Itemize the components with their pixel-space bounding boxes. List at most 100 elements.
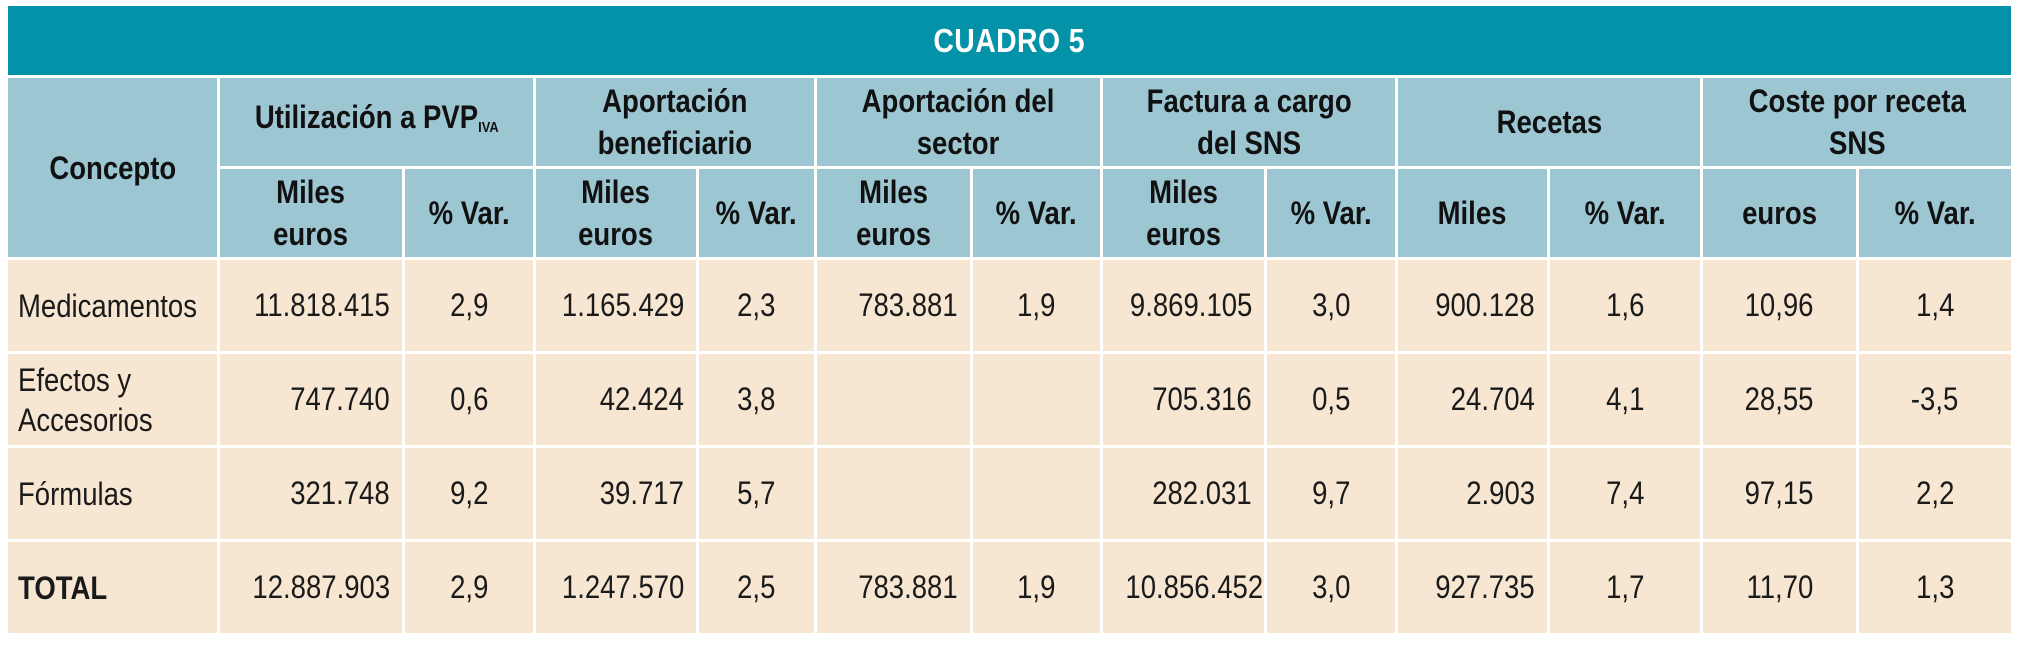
cell-value: 900.128	[1435, 287, 1535, 323]
cell-value: 1,9	[1017, 569, 1056, 605]
cell-value: 1.247.570	[561, 569, 684, 605]
cell-value: 2,9	[449, 569, 489, 605]
cell-value: -3,5	[1911, 381, 1959, 417]
header-aportacion-sector: Aportación del sector	[814, 75, 1103, 169]
cell-value: 1,9	[1017, 287, 1056, 323]
header-coste-receta-line2: SNS	[1828, 125, 1886, 161]
table-row: TOTAL 12.887.903 2,9 1.247.570 2,5 783.881 1,9…	[5, 539, 2014, 636]
cell-recetas-var: 7,4	[1547, 445, 1703, 542]
cell-concepto: Medicamentos	[5, 257, 220, 354]
cell-coste-var: 1,4	[1856, 257, 2014, 354]
cell-pvp-var: 2,9	[402, 257, 536, 354]
cell-coste: 28,55	[1700, 351, 1859, 448]
cell-recetas: 927.735	[1395, 539, 1550, 636]
cell-value: 10.856.452	[1125, 569, 1264, 605]
cell-coste: 11,70	[1700, 539, 1859, 636]
cell-value: 1,7	[1605, 569, 1645, 605]
concept-line1: Efectos y	[18, 361, 132, 398]
cell-coste: 10,96	[1700, 257, 1859, 354]
cell-sns: 705.316	[1100, 351, 1267, 448]
cell-coste-var: 2,2	[1856, 445, 2014, 542]
cell-value: 9.869.105	[1129, 287, 1252, 323]
cell-value: 97,15	[1745, 475, 1814, 511]
subheader-coste-euros: euros	[1700, 166, 1859, 260]
cell-value: 12.887.903	[252, 569, 390, 605]
subheader-pvp-var: % Var.	[402, 166, 536, 260]
subheader-miles-line: Miles	[276, 174, 346, 210]
cell-pvp: 11.818.415	[217, 257, 405, 354]
subheader-recetas-miles: Miles	[1395, 166, 1550, 260]
header-aportacion-sector-line2: sector	[917, 125, 1000, 161]
table-row: Medicamentos 11.818.415 2,9 1.165.429 2,3 783…	[5, 257, 2014, 354]
cell-value: 5,7	[737, 475, 776, 511]
cell-value: 783.881	[858, 569, 958, 605]
header-factura-sns-line1: Factura a cargo	[1146, 83, 1352, 119]
cell-sns: 282.031	[1100, 445, 1267, 542]
cell-value: 11,70	[1746, 569, 1813, 605]
cell-value: 2,9	[449, 287, 489, 323]
cell-recetas-var: 1,7	[1547, 539, 1703, 636]
cell-value: 9,2	[449, 475, 489, 511]
header-iva-subscript: IVA	[477, 118, 499, 136]
concept-line1: Medicamentos	[18, 287, 197, 324]
subheader-coste-var: % Var.	[1856, 166, 2014, 260]
header-recetas: Recetas	[1395, 75, 1703, 169]
cell-value: 24.704	[1450, 381, 1535, 417]
cell-value: 11.818.415	[254, 287, 390, 323]
cell-benef: 1.165.429	[533, 257, 699, 354]
header-aportacion-beneficiario-line2: beneficiario	[597, 125, 753, 161]
cell-recetas: 900.128	[1395, 257, 1550, 354]
header-aportacion-sector-line1: Aportación del	[862, 83, 1055, 119]
cell-value: 39.717	[599, 475, 684, 511]
cell-recetas-var: 4,1	[1547, 351, 1703, 448]
header-recetas-label: Recetas	[1496, 104, 1602, 140]
header-coste-receta-line1: Coste por receta	[1748, 83, 1966, 119]
subheader-miles-line: Miles	[581, 174, 651, 210]
subheader-sector-miles-euros: Miles euros	[814, 166, 973, 260]
table-title-text: CUADRO 5	[933, 21, 1086, 59]
cell-benef-var: 3,8	[696, 351, 817, 448]
cell-sector-var: 1,9	[970, 539, 1103, 636]
concept-line1: TOTAL	[18, 569, 108, 606]
cell-value: 2,5	[737, 569, 776, 605]
cell-value: 1,6	[1605, 287, 1645, 323]
cell-value: 321.748	[290, 475, 390, 511]
cell-benef: 39.717	[533, 445, 699, 542]
subheader-var-label: % Var.	[995, 195, 1078, 231]
cell-value: 3,8	[737, 381, 776, 417]
cell-benef-var: 2,3	[696, 257, 817, 354]
cell-value: 9,7	[1311, 475, 1351, 511]
cell-sns: 9.869.105	[1100, 257, 1267, 354]
cell-value: 0,5	[1311, 381, 1351, 417]
cell-coste: 97,15	[1700, 445, 1859, 542]
cell-benef-var: 5,7	[696, 445, 817, 542]
cell-concepto: Efectos y Accesorios	[5, 351, 220, 448]
subheader-var-label: % Var.	[1894, 195, 1976, 231]
cell-sector	[814, 445, 973, 542]
cell-recetas: 2.903	[1395, 445, 1550, 542]
table-body: Medicamentos 11.818.415 2,9 1.165.429 2,3 783…	[5, 257, 2014, 636]
header-aportacion-beneficiario: Aportación beneficiario	[533, 75, 817, 169]
subheader-recetas-var: % Var.	[1547, 166, 1703, 260]
subheader-var-label: % Var.	[715, 195, 798, 231]
concept-line2: Accesorios	[18, 401, 153, 438]
cell-concepto: Fórmulas	[5, 445, 220, 542]
cell-value: 282.031	[1152, 475, 1252, 511]
cell-value: 1,3	[1915, 569, 1955, 605]
subheader-euros-line: euros	[578, 216, 654, 252]
cell-sector-var: 1,9	[970, 257, 1103, 354]
cell-recetas-var: 1,6	[1547, 257, 1703, 354]
cell-benef: 1.247.570	[533, 539, 699, 636]
cell-benef: 42.424	[533, 351, 699, 448]
header-utilizacion-pvp-label: Utilización a PVP	[254, 98, 478, 135]
cell-value: 2,2	[1915, 475, 1955, 511]
cell-benef-var: 2,5	[696, 539, 817, 636]
cell-pvp: 12.887.903	[217, 539, 405, 636]
concept-line1: Fórmulas	[18, 475, 133, 512]
subheader-miles-label: Miles	[1438, 195, 1507, 231]
header-concepto-label: Concepto	[49, 149, 176, 186]
cell-value: 705.316	[1152, 381, 1252, 417]
subheader-miles-line: Miles	[859, 174, 928, 210]
cell-value: 3,0	[1311, 569, 1351, 605]
table-wrapper: CUADRO 5 Concepto Utilización a PVPIVA A…	[5, 3, 2014, 636]
